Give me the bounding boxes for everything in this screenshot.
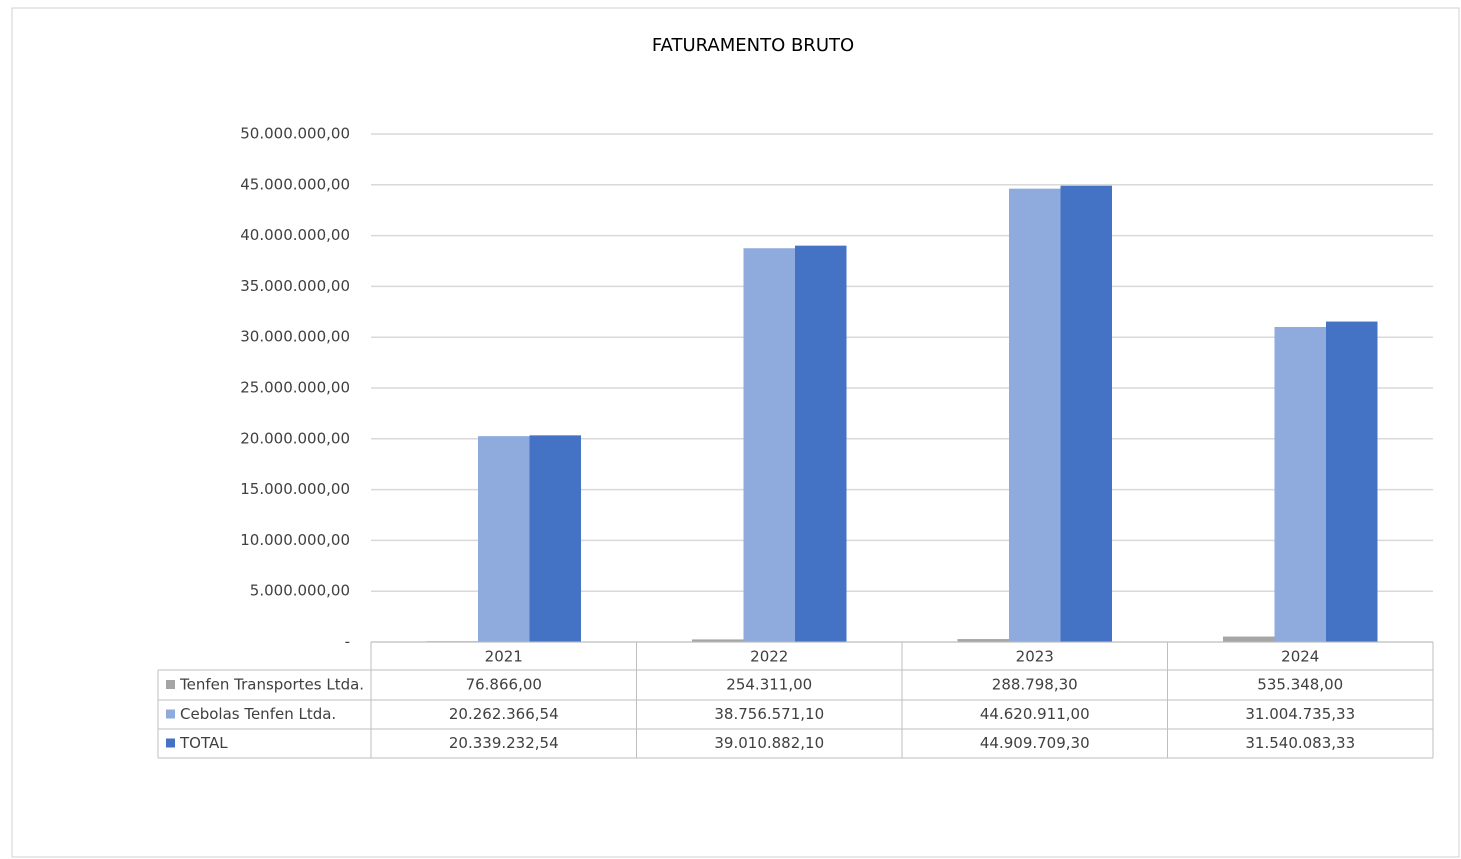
table-value: 288.798,30 bbox=[992, 676, 1078, 694]
table-value: 44.909.709,30 bbox=[980, 734, 1090, 752]
bar bbox=[1274, 326, 1326, 642]
bar bbox=[1326, 321, 1378, 642]
y-tick-label: 45.000.000,00 bbox=[240, 175, 350, 193]
y-tick-label: 30.000.000,00 bbox=[240, 328, 350, 346]
x-tick-label: 2023 bbox=[1016, 648, 1054, 666]
bar bbox=[1223, 636, 1275, 642]
bar bbox=[1009, 188, 1061, 642]
y-tick-label: 15.000.000,00 bbox=[240, 480, 350, 498]
table-value: 31.004.735,33 bbox=[1245, 705, 1355, 723]
y-tick-label: 35.000.000,00 bbox=[240, 277, 350, 295]
bar bbox=[478, 436, 530, 642]
y-tick-label: 40.000.000,00 bbox=[240, 226, 350, 244]
table-value: 20.262.366,54 bbox=[449, 705, 559, 723]
table-value: 31.540.083,33 bbox=[1245, 734, 1355, 752]
table-value: 20.339.232,54 bbox=[449, 734, 559, 752]
bar bbox=[743, 248, 795, 643]
bar bbox=[529, 435, 581, 642]
x-tick-label: 2021 bbox=[485, 648, 523, 666]
y-tick-label: 10.000.000,00 bbox=[240, 531, 350, 549]
table-value: 44.620.911,00 bbox=[980, 705, 1090, 723]
legend-swatch bbox=[166, 738, 175, 748]
legend-label: TOTAL bbox=[179, 734, 228, 752]
y-tick-label: 20.000.000,00 bbox=[240, 429, 350, 447]
x-tick-label: 2024 bbox=[1281, 648, 1319, 666]
legend-label: Tenfen Transportes Ltda. bbox=[179, 676, 364, 694]
table-value: 254.311,00 bbox=[726, 676, 812, 694]
y-tick-label: - bbox=[345, 633, 350, 651]
bar bbox=[957, 639, 1009, 642]
y-tick-label: 25.000.000,00 bbox=[240, 379, 350, 397]
table-value: 38.756.571,10 bbox=[714, 705, 824, 723]
chart-border bbox=[11, 7, 1460, 858]
legend-label: Cebolas Tenfen Ltda. bbox=[180, 705, 336, 723]
bar bbox=[692, 639, 744, 642]
table-value: 76.866,00 bbox=[466, 676, 542, 694]
y-tick-label: 50.000.000,00 bbox=[240, 125, 350, 143]
chart-title: FATURAMENTO BRUTO bbox=[652, 35, 854, 56]
y-tick-label: 5.000.000,00 bbox=[250, 582, 350, 600]
legend-swatch bbox=[166, 680, 175, 689]
bar bbox=[1060, 185, 1112, 642]
table-value: 39.010.882,10 bbox=[714, 734, 824, 752]
x-tick-label: 2022 bbox=[750, 648, 788, 666]
bar bbox=[795, 245, 847, 642]
table-value: 535.348,00 bbox=[1257, 676, 1343, 694]
legend-swatch bbox=[166, 709, 175, 719]
